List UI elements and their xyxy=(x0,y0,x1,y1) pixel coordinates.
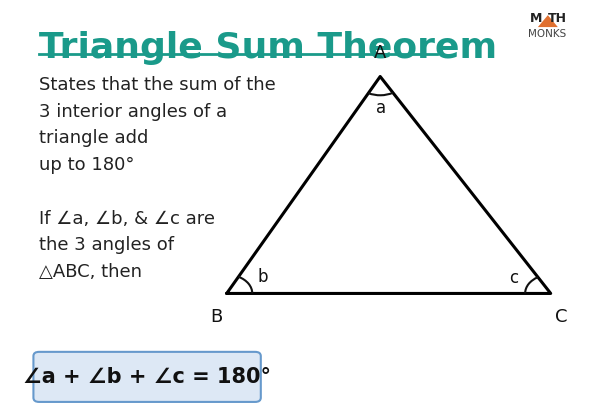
Text: C: C xyxy=(554,308,567,326)
Text: b: b xyxy=(258,268,268,286)
Text: Triangle Sum Theorem: Triangle Sum Theorem xyxy=(39,31,497,65)
Text: MONKS: MONKS xyxy=(527,29,566,39)
Text: a: a xyxy=(376,99,386,117)
Text: If ∠a, ∠b, & ∠c are
the 3 angles of
△ABC, then: If ∠a, ∠b, & ∠c are the 3 angles of △ABC… xyxy=(39,210,215,281)
FancyBboxPatch shape xyxy=(34,352,261,402)
Text: A: A xyxy=(374,44,386,62)
Text: M: M xyxy=(530,12,542,25)
Text: B: B xyxy=(211,308,223,326)
Text: ∠a + ∠b + ∠c = 180°: ∠a + ∠b + ∠c = 180° xyxy=(23,367,271,387)
Text: States that the sum of the
3 interior angles of a
triangle add
up to 180°: States that the sum of the 3 interior an… xyxy=(39,76,276,174)
Polygon shape xyxy=(538,15,558,27)
Text: c: c xyxy=(509,269,518,287)
Text: TH: TH xyxy=(548,12,567,25)
